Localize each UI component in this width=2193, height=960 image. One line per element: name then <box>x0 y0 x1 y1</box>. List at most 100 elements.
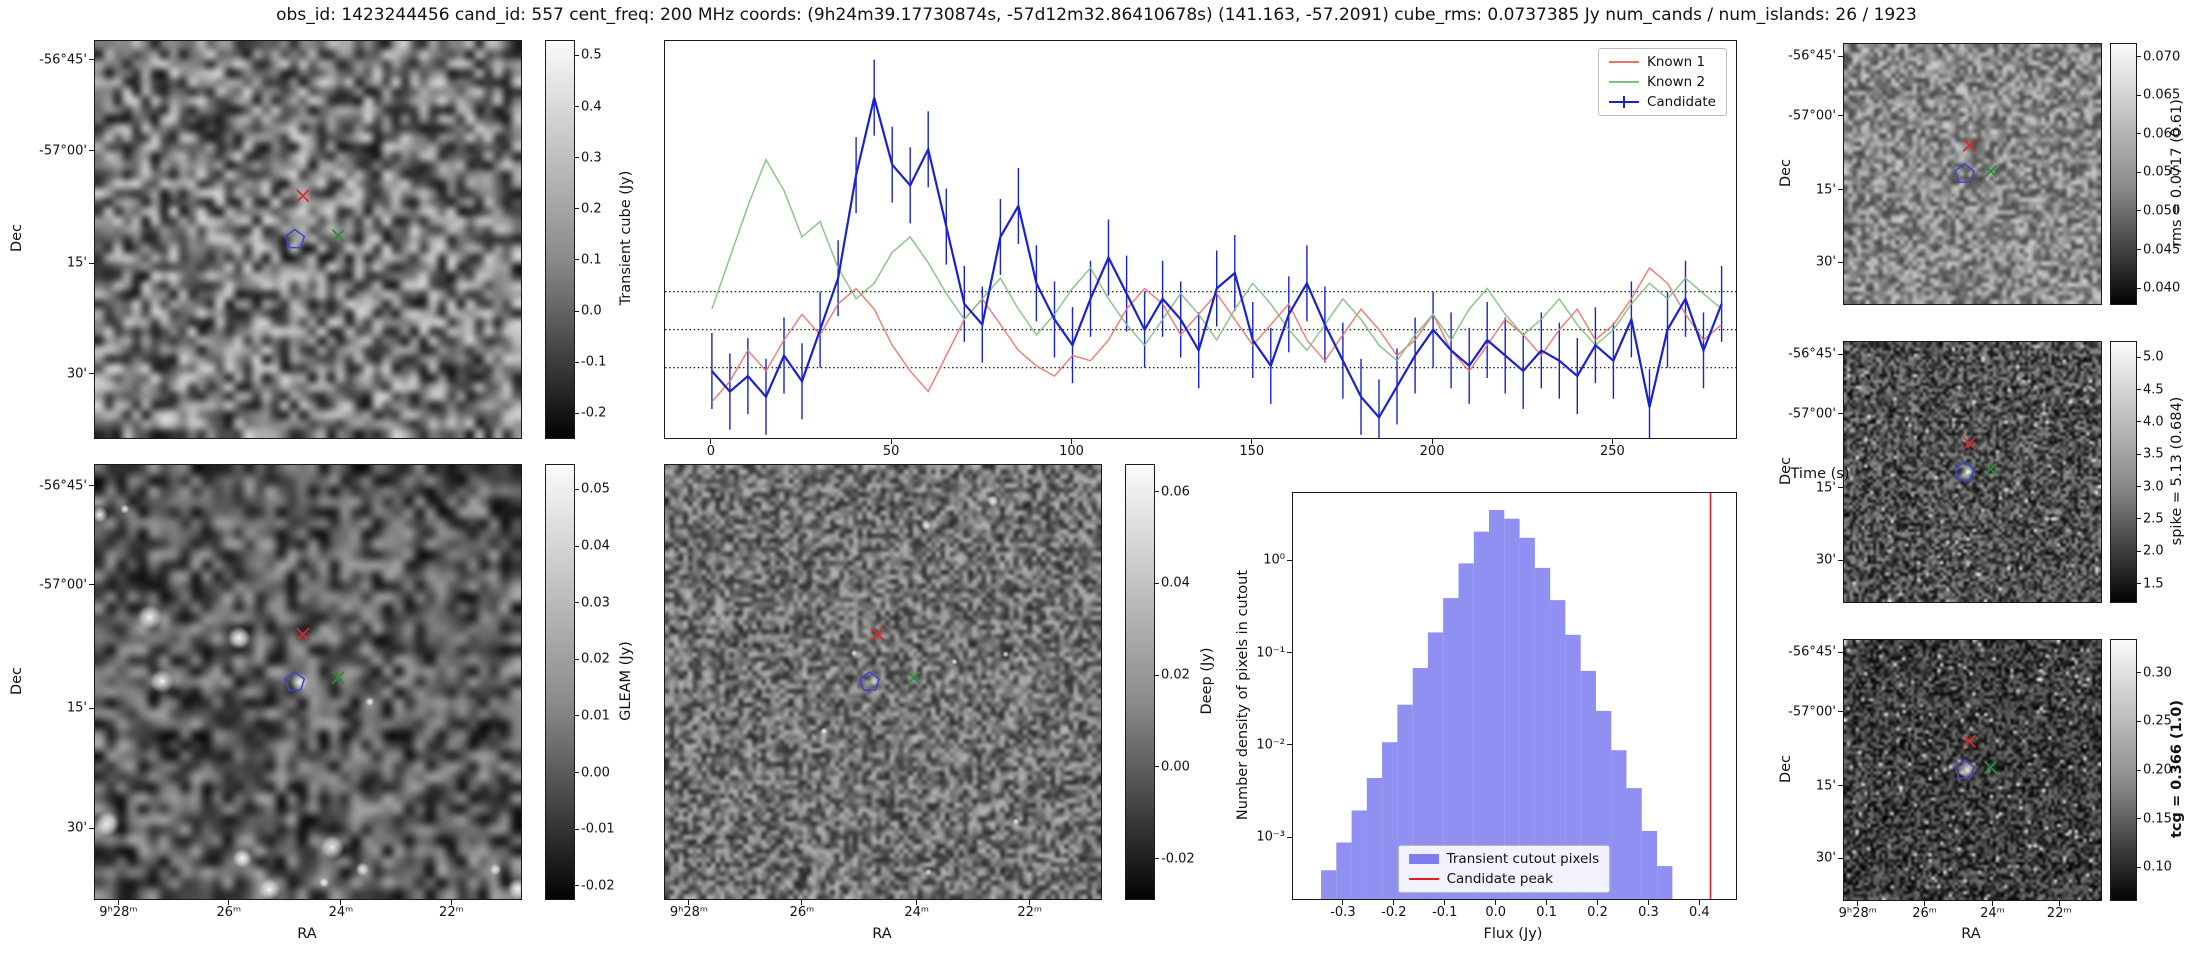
tick-mark <box>575 310 579 312</box>
tick-mark <box>1647 900 1649 905</box>
tick-label: 10⁰ <box>1263 552 1285 568</box>
tick-mark <box>89 707 94 709</box>
tick-label: 15' <box>66 255 87 271</box>
lightcurve-plot <box>665 59 1736 438</box>
tick-label: 0.0 <box>581 303 602 319</box>
tick-mark <box>1342 900 1344 905</box>
tick-mark <box>1857 901 1859 906</box>
tick-mark <box>89 485 94 487</box>
tick-mark <box>1155 491 1159 493</box>
tick-mark <box>2137 210 2141 212</box>
histogram-bar <box>1321 870 1337 899</box>
tick-mark <box>1287 744 1292 746</box>
tick-label: 0.25 <box>2143 713 2172 729</box>
histogram-bar <box>1427 632 1444 899</box>
tick-label: 10⁻¹ <box>1256 645 1285 661</box>
tick-mark <box>1495 900 1497 905</box>
transient-pixels-swatch <box>1408 852 1439 866</box>
lightcurve-panel: Known 1 Known 2 Candidate <box>664 40 1737 439</box>
tick-label: 0.30 <box>2143 665 2172 681</box>
tick-mark <box>340 900 342 905</box>
tick-label: 22ᵐ <box>1017 905 1043 920</box>
tick-mark <box>1838 55 1843 57</box>
red-cross-marker <box>296 189 310 203</box>
red-cross-marker <box>1962 138 1977 153</box>
tick-mark <box>89 150 94 152</box>
legend-label-candidate-peak: Candidate peak <box>1446 871 1553 887</box>
tick-label: 0.03 <box>581 595 610 611</box>
tick-label: 3.0 <box>2143 479 2164 495</box>
tick-mark <box>2137 583 2141 585</box>
gleam-ra-axis-label: RA <box>297 926 317 942</box>
tick-label: 10⁻³ <box>1256 829 1285 845</box>
tick-mark <box>1838 189 1843 191</box>
tick-label: -56°45' <box>1788 346 1836 362</box>
histogram-bar <box>1519 537 1535 899</box>
histogram-bar <box>1366 778 1383 899</box>
green-cross-marker <box>907 671 921 685</box>
transient-cube-colorbar <box>545 40 575 439</box>
tick-label: 15' <box>66 700 87 716</box>
tick-label: 3.5 <box>2143 446 2164 462</box>
tick-label: -57°00' <box>1788 704 1836 720</box>
gleam-panel <box>94 464 522 900</box>
tick-mark <box>1838 711 1843 713</box>
tick-label: 22ᵐ <box>439 905 464 920</box>
tick-mark <box>688 900 690 905</box>
deep-markers-overlay <box>859 627 921 691</box>
tick-mark <box>1444 900 1446 905</box>
tick-mark <box>575 658 579 660</box>
tick-mark <box>2137 287 2141 289</box>
tick-mark <box>2137 486 2141 488</box>
tick-mark <box>2137 421 2141 423</box>
tick-mark <box>1838 651 1843 653</box>
tick-mark <box>2137 389 2141 391</box>
tick-mark <box>1287 652 1292 654</box>
tick-mark <box>710 439 712 444</box>
blue-polygon-marker <box>1954 461 1975 481</box>
gleam-dec-axis-label: Dec <box>9 666 25 696</box>
deep-cutout-image <box>665 465 1101 899</box>
tick-mark <box>2137 818 2141 820</box>
tick-mark <box>2137 550 2141 552</box>
histogram-bar <box>1443 598 1459 899</box>
deep-ra-axis-label: RA <box>872 926 892 942</box>
tick-label: -0.3 <box>1330 905 1356 920</box>
tick-label: 0.05 <box>581 481 610 497</box>
tick-label: 30' <box>66 820 87 836</box>
tick-label: 0.02 <box>581 651 610 667</box>
legend-entry-known2: Known 2 <box>1608 74 1716 90</box>
tick-mark <box>2058 901 2060 906</box>
tick-label: 0.4 <box>581 99 602 114</box>
tick-label: -0.02 <box>1161 851 1195 867</box>
red-cross-marker <box>296 627 310 641</box>
flux-histogram-plot <box>1321 493 1712 899</box>
gleam-colorbar-label: GLEAM (Jy) <box>618 641 634 721</box>
tick-label: 24ᵐ <box>1980 906 2005 921</box>
tick-label: 0.060 <box>2143 126 2181 142</box>
tick-mark <box>2137 672 2141 674</box>
tick-mark <box>1029 900 1031 905</box>
tick-label: 0.2 <box>581 201 602 217</box>
tick-label: -0.2 <box>581 405 607 421</box>
histogram-bar <box>1473 531 1490 899</box>
tick-mark <box>1838 413 1843 415</box>
tick-mark <box>89 584 94 586</box>
tick-label: 10⁻² <box>1256 737 1285 753</box>
histogram-bar <box>1382 742 1398 899</box>
green-cross-marker <box>1984 462 1998 477</box>
green-cross-marker <box>331 228 345 243</box>
blue-polygon-marker <box>859 671 880 691</box>
transient-colorbar-label: Transient cube (Jy) <box>618 170 634 306</box>
tick-label: 15' <box>1815 480 1836 496</box>
tick-mark <box>575 772 579 774</box>
blue-polygon-marker <box>284 671 306 691</box>
tick-mark <box>1924 901 1926 906</box>
tick-label: 0.3 <box>1638 905 1659 920</box>
tick-label: 250 <box>1599 444 1625 459</box>
tick-mark <box>1546 900 1548 905</box>
tick-mark <box>575 715 579 717</box>
transient-cube-panel <box>94 40 522 439</box>
legend-label-known2: Known 2 <box>1646 74 1706 90</box>
